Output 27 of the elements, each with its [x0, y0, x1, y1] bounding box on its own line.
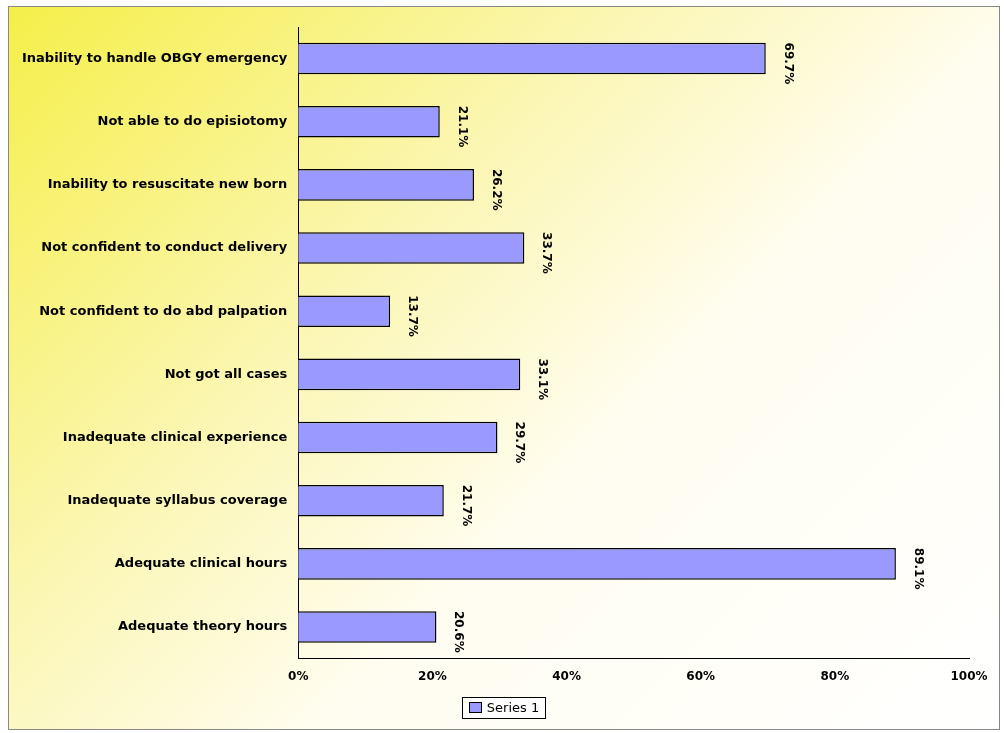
data-label: 21.7% — [459, 484, 474, 527]
y-tick-label: Inability to handle OBGY emergency — [21, 49, 288, 65]
y-tick-label: Adequate clinical hours — [114, 555, 288, 571]
data-label: 26.2% — [489, 168, 504, 211]
data-label: 89.1% — [911, 547, 926, 590]
data-label: 29.7% — [513, 421, 528, 464]
x-tick-label: 60% — [686, 668, 716, 683]
data-label: 33.7% — [540, 232, 555, 274]
y-tick-label: Inability to resuscitate new born — [47, 176, 288, 192]
data-label: 69.7% — [781, 42, 796, 85]
y-tick-label: Not confident to do abd palpation — [39, 302, 288, 318]
y-tick-label: Adequate theory hours — [117, 618, 288, 634]
data-label: 21.1% — [455, 105, 470, 148]
y-tick-label: Not able to do episiotomy — [97, 113, 288, 129]
x-tick-label: 20% — [418, 668, 447, 683]
y-tick-label: Inadequate clinical experience — [62, 428, 288, 444]
y-tick-label: Not confident to conduct delivery — [41, 239, 288, 255]
x-tick-label: 100% — [950, 668, 988, 683]
y-tick-label: Not got all cases — [164, 365, 288, 381]
data-label: 20.6% — [452, 611, 467, 653]
y-tick-label: Inadequate syllabus coverage — [67, 492, 288, 508]
text: Series 1 — [486, 700, 540, 715]
data-label: 13.7% — [406, 295, 421, 337]
x-tick-label: 0% — [288, 668, 309, 683]
data-label: 33.1% — [536, 358, 551, 401]
x-tick-label: 40% — [552, 668, 581, 683]
x-tick-label: 80% — [820, 668, 850, 683]
